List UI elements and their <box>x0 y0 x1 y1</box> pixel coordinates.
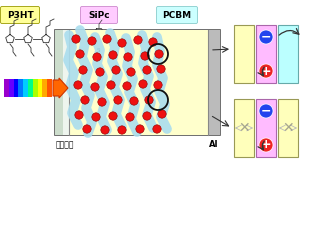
Circle shape <box>143 112 151 120</box>
Circle shape <box>259 30 273 44</box>
Circle shape <box>93 53 101 61</box>
Circle shape <box>103 35 111 43</box>
Circle shape <box>134 36 142 44</box>
Circle shape <box>130 97 138 105</box>
Text: PCBM: PCBM <box>163 11 192 20</box>
Bar <box>55 30 220 135</box>
Text: +: + <box>261 138 271 152</box>
Circle shape <box>149 38 157 46</box>
Circle shape <box>112 66 120 74</box>
Circle shape <box>155 50 163 58</box>
Circle shape <box>96 68 104 76</box>
Bar <box>33 79 38 97</box>
Bar <box>256 99 276 157</box>
Bar <box>256 25 276 83</box>
Circle shape <box>143 66 151 74</box>
Circle shape <box>107 81 115 89</box>
Text: SiPc: SiPc <box>88 11 110 20</box>
Circle shape <box>98 98 106 106</box>
FancyBboxPatch shape <box>1 7 39 24</box>
Circle shape <box>91 83 99 91</box>
Bar <box>234 25 254 83</box>
Circle shape <box>259 104 273 118</box>
Bar <box>278 99 298 157</box>
Bar <box>18 79 24 97</box>
Circle shape <box>109 112 117 120</box>
Circle shape <box>127 68 135 76</box>
Text: P3HT: P3HT <box>7 11 33 20</box>
Circle shape <box>145 96 153 104</box>
Text: Si: Si <box>97 47 101 52</box>
Text: ✕: ✕ <box>238 121 250 135</box>
Text: −: − <box>261 31 271 43</box>
Circle shape <box>118 39 126 47</box>
Bar <box>278 25 298 83</box>
Circle shape <box>123 82 131 90</box>
Text: −: − <box>261 105 271 118</box>
Bar <box>208 30 220 135</box>
Circle shape <box>109 51 117 59</box>
Bar <box>13 79 19 97</box>
Circle shape <box>124 53 132 61</box>
Bar <box>234 99 254 157</box>
Bar <box>42 79 48 97</box>
Bar <box>38 79 43 97</box>
Circle shape <box>88 37 96 45</box>
Circle shape <box>83 125 91 133</box>
Circle shape <box>72 35 80 43</box>
Circle shape <box>259 64 273 78</box>
Circle shape <box>114 96 122 104</box>
Circle shape <box>101 126 109 134</box>
Bar <box>69 30 208 135</box>
Circle shape <box>75 111 83 119</box>
Bar <box>9 79 14 97</box>
Bar <box>4 79 9 97</box>
Circle shape <box>79 66 87 74</box>
Circle shape <box>141 52 149 60</box>
Circle shape <box>74 81 82 89</box>
Circle shape <box>118 126 126 134</box>
FancyBboxPatch shape <box>81 7 117 24</box>
FancyArrow shape <box>53 78 68 98</box>
Bar <box>28 79 33 97</box>
Text: +: + <box>261 64 271 78</box>
Circle shape <box>139 80 147 88</box>
Text: 透明電極: 透明電極 <box>56 140 74 149</box>
Circle shape <box>81 96 89 104</box>
Bar <box>47 79 52 97</box>
Circle shape <box>136 125 144 133</box>
Circle shape <box>126 113 134 121</box>
Circle shape <box>154 81 162 89</box>
Circle shape <box>259 138 273 152</box>
Circle shape <box>157 65 165 73</box>
Circle shape <box>158 110 166 118</box>
FancyBboxPatch shape <box>156 7 197 24</box>
Circle shape <box>153 125 161 133</box>
Bar <box>23 79 28 97</box>
Bar <box>63 30 71 135</box>
Circle shape <box>76 50 84 58</box>
Text: ✕: ✕ <box>282 121 294 135</box>
Text: Al: Al <box>209 140 219 149</box>
Circle shape <box>92 113 100 121</box>
Bar <box>55 30 63 135</box>
